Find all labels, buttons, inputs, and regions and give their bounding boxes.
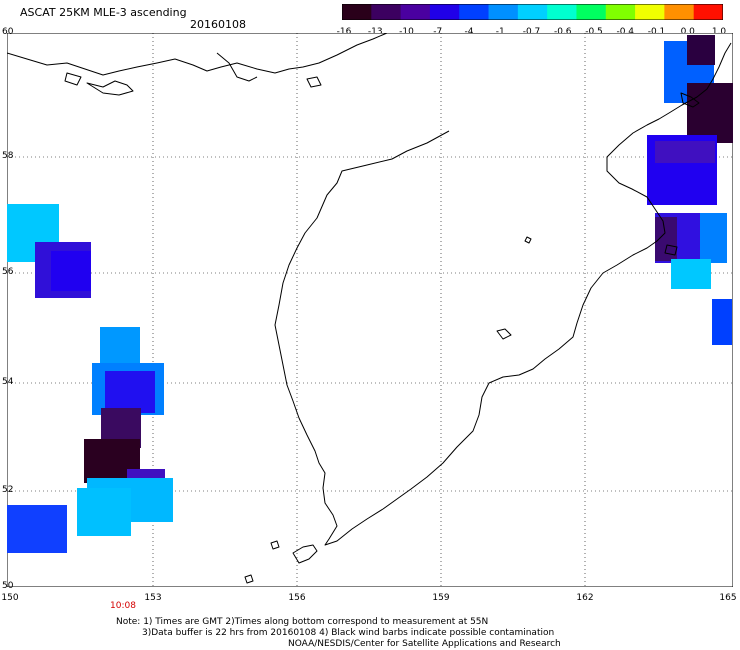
colorbar-swatch	[400, 4, 431, 20]
colorbar-tick-label: -7	[433, 27, 443, 37]
pass-time-label: 10:08	[110, 601, 136, 611]
lon-label: 165	[719, 593, 737, 603]
colorbar-tick-label: -0.4	[616, 27, 635, 37]
swath-cell	[51, 251, 91, 291]
colorbar-tick-labels: -16 -13 -10 -7 -4 -1 -0.7 -0.6 -0.5 -0.4 -0.1 0.0 1.…	[0, 27, 740, 41]
coast-segment	[270, 540, 280, 550]
coast-segment	[524, 236, 532, 244]
colorbar-swatch	[664, 4, 695, 20]
colorbar-swatch	[429, 4, 460, 20]
colorbar-tick-label: -0.5	[585, 27, 603, 37]
lon-label: 153	[144, 593, 162, 603]
swath-cell	[712, 299, 732, 345]
lat-label: 58	[2, 151, 14, 161]
coast-segment	[216, 52, 258, 82]
map-date: 20160108	[190, 18, 246, 31]
swath-cell	[655, 217, 677, 261]
lat-label: 60	[2, 27, 14, 37]
swath-cell	[100, 327, 140, 367]
colorbar-swatch	[517, 4, 548, 20]
footnote-line: 3)Data buffer is 22 hrs from 20160108 4)…	[142, 628, 555, 638]
colorbar-tick-label: -10	[399, 27, 414, 37]
coast-segment	[64, 72, 82, 86]
colorbar-tick-label: -0.7	[522, 27, 541, 37]
coastline	[7, 33, 732, 584]
lat-label: 50	[2, 581, 14, 591]
colorbar-tick-label: -1	[495, 27, 505, 37]
swath-cell	[7, 505, 67, 553]
swath-cell	[77, 488, 131, 536]
colorbar-tick-label: -16	[336, 27, 352, 37]
lat-label: 56	[2, 267, 14, 277]
swath-cell	[700, 213, 727, 263]
colorbar-tick-label: 1.0	[711, 27, 727, 37]
swath-cell	[687, 35, 715, 65]
swath-cell	[105, 371, 155, 413]
colorbar-tick-label: -0.1	[647, 27, 666, 37]
colorbar-tick-label: 0.0	[680, 27, 695, 37]
colorbar-swatch	[576, 4, 607, 20]
lon-label: 150	[1, 593, 19, 603]
coast-segment	[86, 80, 134, 96]
swath-cell	[655, 141, 715, 163]
colorbar-swatch	[371, 4, 402, 20]
lat-label: 52	[2, 485, 14, 495]
mainland-north-coast	[7, 33, 388, 76]
lon-label: 159	[432, 593, 450, 603]
coast-segment	[680, 92, 700, 108]
map-title: ASCAT 25KM MLE-3 ascending	[20, 6, 187, 19]
colorbar-swatch	[547, 4, 577, 20]
coast-segment	[306, 76, 322, 88]
colorbar-swatch	[635, 4, 665, 20]
colorbar-swatch	[693, 4, 723, 20]
swath-cells	[7, 35, 733, 553]
map-plot	[7, 33, 733, 587]
coast-segment	[244, 574, 254, 584]
colorbar-tick-label: -13	[367, 27, 383, 37]
colorbar	[342, 4, 723, 20]
kamchatka-coastline	[274, 42, 732, 546]
coast-segment	[664, 244, 678, 256]
colorbar-tick-label: -4	[464, 27, 474, 37]
colorbar-tick-label: -0.6	[553, 27, 572, 37]
colorbar-swatch	[488, 4, 519, 20]
colorbar-swatch	[605, 4, 636, 20]
lon-label: 156	[288, 593, 306, 603]
lon-label: 162	[576, 593, 594, 603]
footnote-line: Note: 1) Times are GMT 2)Times along bot…	[116, 617, 489, 627]
colorbar-swatches	[342, 4, 723, 20]
coast-segment	[292, 544, 318, 564]
lat-label: 54	[2, 377, 14, 387]
swath-cell	[687, 83, 733, 143]
colorbar-swatch	[342, 4, 372, 20]
colorbar-swatch	[459, 4, 490, 20]
footnote-line: NOAA/NESDIS/Center for Satellite Applica…	[288, 639, 561, 649]
coast-segment	[496, 328, 512, 340]
swath-cell	[671, 259, 711, 289]
